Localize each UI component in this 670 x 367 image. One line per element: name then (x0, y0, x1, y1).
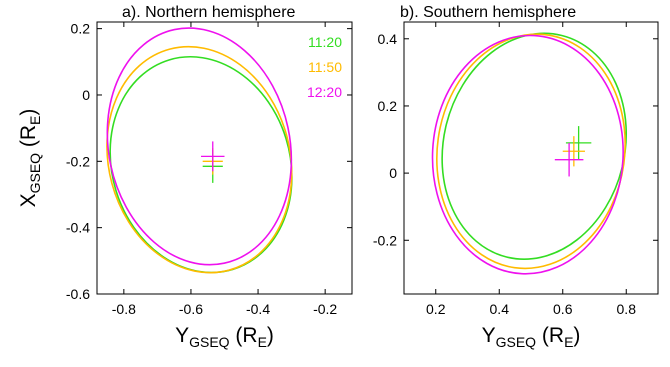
y-tick-label: -0.6 (66, 286, 90, 302)
series-ellipse-1120 (109, 55, 293, 274)
x-tick-label: 0.2 (426, 301, 446, 317)
panel-southern: b). Southern hemisphere 0.2 0.4 0.6 0.8 -0.2 0… (373, 4, 659, 350)
y-tick-label: 0 (389, 165, 397, 181)
x-tick-label: -0.4 (246, 301, 270, 317)
panel-title: a). Northern hemisphere (122, 4, 296, 21)
y-tick-label: -0.2 (66, 153, 90, 169)
y-tick-label: -0.2 (373, 232, 397, 248)
x-tick-label: -0.8 (112, 301, 136, 317)
legend-entry: 11:20 (308, 34, 342, 50)
y-tick-label: -0.4 (66, 220, 90, 236)
legend-entry: 11:50 (308, 59, 342, 75)
y-tick-label: 0.4 (378, 31, 398, 47)
legend-entry: 12:20 (307, 84, 342, 100)
plot-frame (403, 21, 659, 295)
series-ellipse-1120 (441, 32, 628, 260)
x-tick-label: 0.6 (553, 301, 573, 317)
y-axis-label: XGSEQ (RE) (17, 109, 43, 208)
y-tick-label: 0 (82, 87, 90, 103)
series-ellipse-1150 (106, 45, 293, 274)
series-ellipse-1220 (431, 34, 624, 275)
panel-northern: a). Northern hemisphere -0.8 -0.6 -0.4 -0.2 -… (17, 4, 353, 350)
y-tick-label: 0.2 (71, 21, 91, 37)
x-axis-label: YGSEQ (RE) (482, 324, 581, 350)
y-tick-label: 0.2 (378, 98, 398, 114)
series-ellipse-1220 (106, 27, 293, 266)
x-tick-label: 0.4 (490, 301, 510, 317)
x-tick-label: 0.8 (617, 301, 637, 317)
panel-title: b). Southern hemisphere (400, 4, 576, 21)
x-tick-label: -0.2 (313, 301, 337, 317)
x-tick-label: -0.6 (179, 301, 203, 317)
x-axis-label: YGSEQ (RE) (175, 324, 274, 350)
series-ellipse-1150 (436, 33, 626, 270)
plot-frame (96, 21, 353, 295)
